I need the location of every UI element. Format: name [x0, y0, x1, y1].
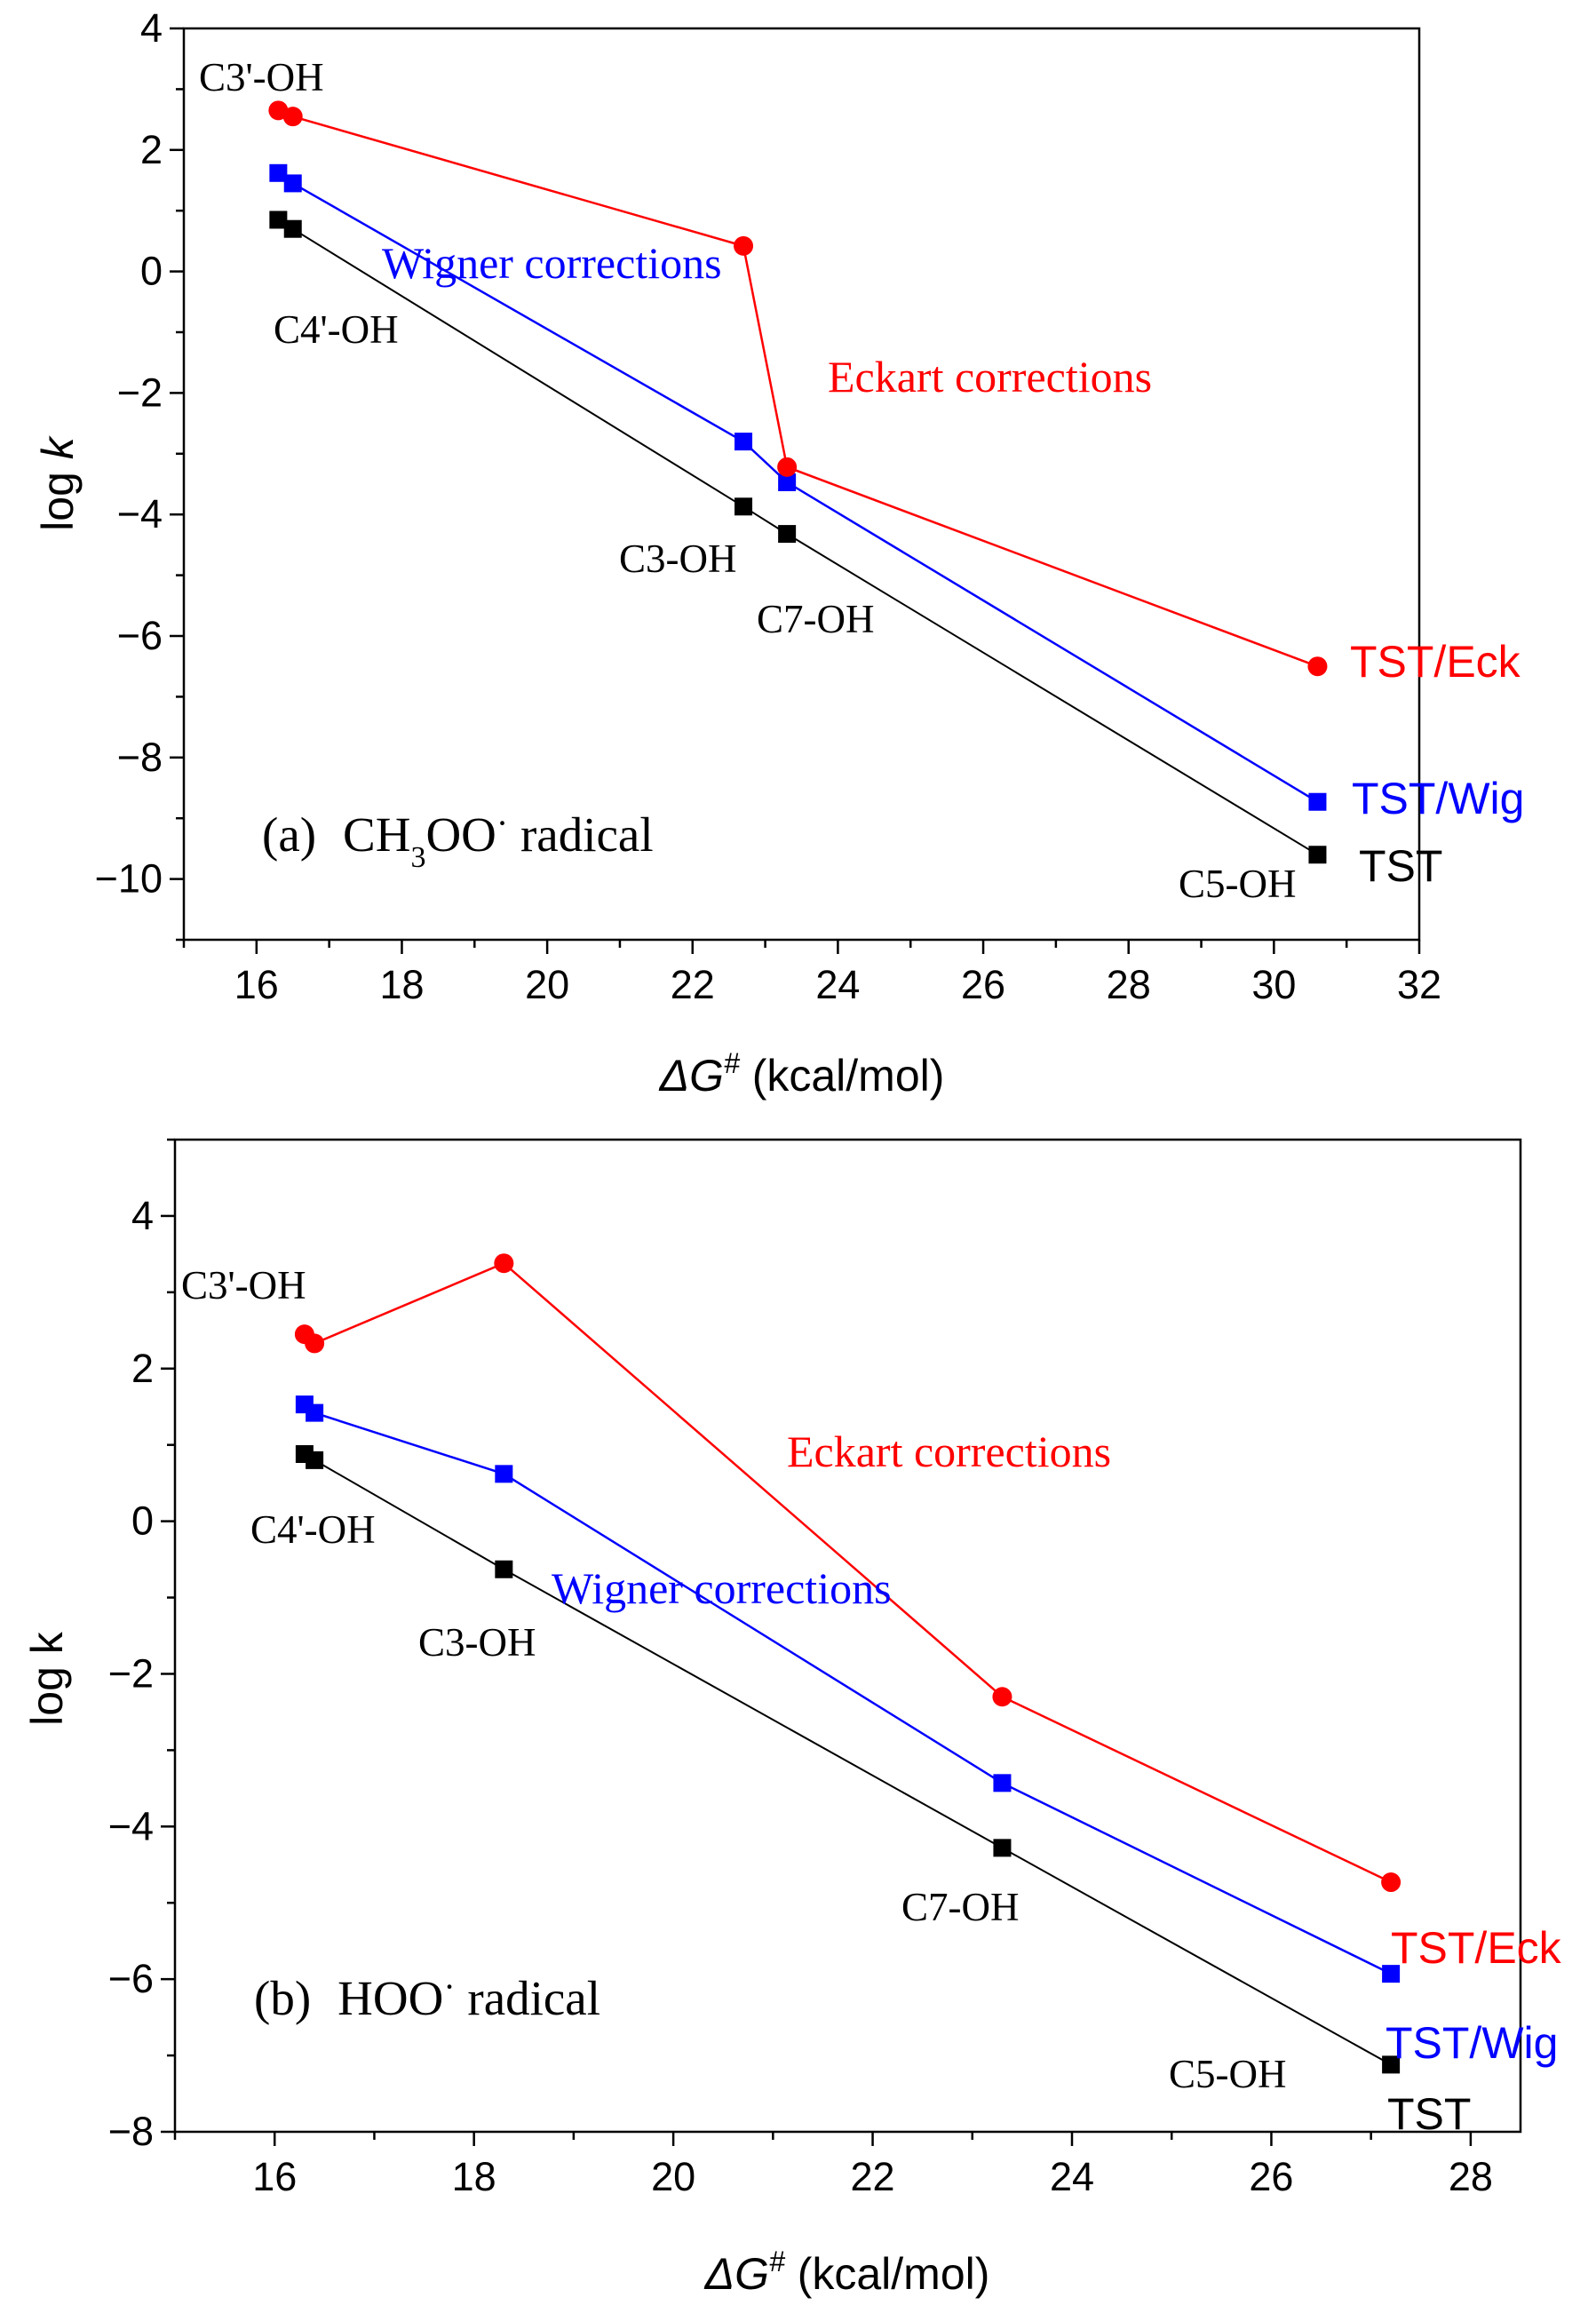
- panel-b-point-label-c4prime: C4'-OH: [250, 1507, 376, 1552]
- panel-b-point-tst-wig: [1382, 1965, 1401, 1983]
- panel-b-series-name-eck: TST/Eck: [1391, 1923, 1562, 1973]
- panel-a-x-tick-label: 16: [234, 962, 279, 1007]
- panel-b-point-tst: [993, 1839, 1012, 1857]
- panel-a-point-tst: [269, 211, 288, 229]
- panel-a-point-label-c3prime: C3'-OH: [199, 55, 324, 99]
- panel-a-series-name-wig: TST/Wig: [1352, 774, 1524, 823]
- panel-a-title: (a) CH3OO· radical: [262, 803, 654, 874]
- panel-b-x-tick-label: 24: [1050, 2154, 1094, 2199]
- panel-a-y-tick-label: −6: [117, 613, 163, 658]
- panel-b-y-tick-label: 2: [131, 1346, 154, 1391]
- panel-a-y-tick-label: −8: [117, 735, 163, 780]
- panel-a-y-tick-label: −2: [117, 370, 163, 415]
- panel-a-point-tst-eck: [282, 107, 303, 127]
- panel-a-point-label-c7: C7-OH: [757, 597, 875, 641]
- panel-b-point-tst-wig: [993, 1774, 1012, 1792]
- panel-b-series-name-tst: TST: [1387, 2089, 1471, 2139]
- panel-a-eckart-label: Eckart corrections: [828, 352, 1152, 401]
- panel-a-wigner-label: Wigner corrections: [382, 238, 722, 288]
- panel-b-eckart-label: Eckart corrections: [787, 1427, 1111, 1476]
- panel-a-series-line-tst-eck: [277, 109, 1318, 668]
- panel-b-point-label-c3: C3-OH: [418, 1620, 536, 1665]
- panel-b-x-tick-label: 16: [252, 2154, 297, 2199]
- panel-a-point-tst-wig: [269, 163, 288, 182]
- panel-b-point-tst-eck: [1381, 1872, 1401, 1893]
- panel-b-point-label-c3prime: C3'-OH: [181, 1263, 306, 1307]
- panel-b-y-tick-label: 0: [131, 1498, 154, 1544]
- panel-b-y-tick-label: −8: [108, 2109, 154, 2154]
- panel-a-y-tick-label: 2: [140, 127, 163, 172]
- panel-b-point-tst: [1382, 2055, 1401, 2074]
- panel-a-point-tst-eck: [734, 235, 754, 256]
- panel-b-point-label-c7: C7-OH: [901, 1885, 1020, 1929]
- panel-b-y-tick-label: −4: [108, 1803, 154, 1848]
- panel-a-point-tst-eck: [777, 457, 798, 477]
- panel-a-point-tst: [778, 525, 797, 544]
- panel-b-x-tick-label: 26: [1249, 2154, 1293, 2199]
- panel-a-point-label-c5: C5-OH: [1179, 862, 1297, 906]
- panel-a-point-label-c4prime: C4'-OH: [274, 307, 399, 352]
- panel-b-y-tick-label: −2: [108, 1650, 154, 1696]
- panel-a-point-tst-wig: [1308, 792, 1327, 811]
- panel-a-x-tick-label: 18: [379, 962, 424, 1007]
- panel-b-point-tst: [495, 1560, 513, 1578]
- panel-b-x-tick-label: 18: [452, 2154, 496, 2199]
- panel-a-x-tick-label: 32: [1397, 962, 1441, 1007]
- panel-a-y-tick-label: 0: [140, 249, 163, 294]
- panel-a-x-tick-label: 20: [525, 962, 569, 1007]
- panel-a-point-tst-wig: [778, 473, 797, 491]
- panel-a-point-tst-wig: [283, 174, 302, 193]
- panel-a-point-tst: [1308, 846, 1327, 864]
- panel-b-wigner-label: Wigner corrections: [552, 1563, 892, 1613]
- panel-a-x-axis-title: ΔG# (kcal/mol): [659, 1047, 945, 1101]
- panel-b-y-axis-title: log k: [22, 1631, 72, 1726]
- panel-a-y-tick-label: 4: [140, 5, 163, 51]
- panel-b-point-tst-eck: [992, 1687, 1012, 1707]
- panel-a-series-name-eck: TST/Eck: [1350, 637, 1521, 687]
- panel-b-title: (b) HOO· radical: [254, 1967, 600, 2025]
- panel-a-x-tick-label: 26: [961, 962, 1005, 1007]
- panel-b-axes: [173, 1138, 1522, 2134]
- panel-a-series-line-tst: [277, 219, 1318, 856]
- panel-b-y-tick-label: 4: [131, 1193, 154, 1238]
- panel-a-point-tst-eck: [1307, 656, 1328, 677]
- panel-a-y-axis-title: log k: [33, 434, 83, 531]
- panel-b-point-tst: [306, 1451, 324, 1469]
- panel-a-point-tst-wig: [734, 433, 753, 451]
- panel-b-x-tick-label: 22: [851, 2154, 895, 2199]
- panel-b-series-name-wig: TST/Wig: [1386, 2018, 1558, 2068]
- panel-a-point-tst: [283, 219, 302, 238]
- panel-b-point-label-c5: C5-OH: [1169, 2052, 1287, 2096]
- panel-a-point-label-c3: C3-OH: [619, 537, 737, 581]
- panel-a-x-tick-label: 28: [1107, 962, 1151, 1007]
- panel-b-x-tick-label: 28: [1449, 2154, 1493, 2199]
- panel-a-x-tick-label: 30: [1251, 962, 1296, 1007]
- panel-a-x-tick-label: 24: [815, 962, 860, 1007]
- panel-b-series-line-tst-wig: [304, 1403, 1392, 1975]
- panel-b-y-tick-label: −6: [108, 1956, 154, 2001]
- panel-a-y-tick-label: −4: [117, 491, 163, 537]
- panel-b-point-tst-eck: [494, 1253, 514, 1274]
- panel-b-x-axis-title: ΔG# (kcal/mol): [704, 2245, 990, 2299]
- panel-a-y-tick-label: −10: [95, 856, 163, 902]
- panel-b-point-tst-eck: [305, 1333, 325, 1354]
- panel-a-series-name-tst: TST: [1359, 841, 1442, 891]
- panel-a-point-tst: [734, 497, 753, 516]
- panel-b-x-tick-label: 20: [651, 2154, 695, 2199]
- panel-a-axes: [182, 27, 1421, 942]
- panel-b-point-tst-wig: [495, 1465, 513, 1483]
- panel-b-point-tst-wig: [306, 1403, 324, 1422]
- panel-a-x-tick-label: 22: [671, 962, 715, 1007]
